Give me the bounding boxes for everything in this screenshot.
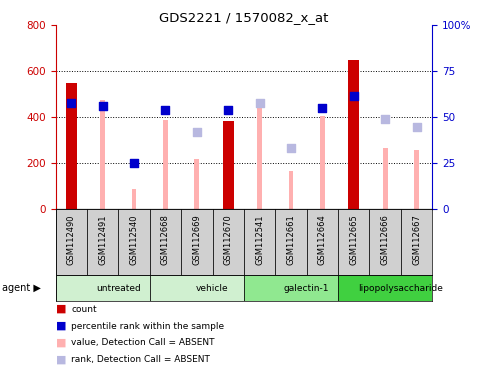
- Text: percentile rank within the sample: percentile rank within the sample: [71, 321, 225, 331]
- Point: [319, 105, 327, 111]
- Text: vehicle: vehicle: [196, 284, 229, 293]
- Point: [287, 144, 295, 151]
- Text: GSM112664: GSM112664: [318, 215, 327, 265]
- Text: count: count: [71, 305, 97, 314]
- Bar: [348, 60, 359, 209]
- Point: [350, 93, 357, 99]
- Bar: [100, 100, 105, 209]
- Point: [161, 107, 170, 113]
- Text: ■: ■: [56, 338, 66, 348]
- Text: GSM112490: GSM112490: [67, 215, 76, 265]
- Text: lipopolysaccharide: lipopolysaccharide: [358, 284, 443, 293]
- Text: GSM112665: GSM112665: [349, 215, 358, 265]
- Text: GSM112669: GSM112669: [192, 215, 201, 265]
- Text: ■: ■: [56, 304, 66, 314]
- Text: rank, Detection Call = ABSENT: rank, Detection Call = ABSENT: [71, 355, 211, 364]
- Text: GSM112541: GSM112541: [255, 215, 264, 265]
- Text: GSM112670: GSM112670: [224, 215, 233, 265]
- Bar: [244, 275, 338, 301]
- Text: GSM112667: GSM112667: [412, 215, 421, 265]
- Bar: [87, 209, 118, 275]
- Point: [193, 129, 201, 135]
- Text: GSM112666: GSM112666: [381, 215, 390, 265]
- Bar: [320, 116, 325, 209]
- Text: agent ▶: agent ▶: [2, 283, 41, 293]
- Point: [130, 160, 138, 166]
- Bar: [56, 275, 150, 301]
- Point: [68, 100, 75, 106]
- Text: GSM112668: GSM112668: [161, 215, 170, 265]
- Point: [412, 124, 420, 131]
- Point: [256, 100, 264, 106]
- Text: ■: ■: [56, 355, 66, 365]
- Bar: [383, 147, 387, 209]
- Bar: [244, 209, 275, 275]
- Bar: [223, 121, 234, 209]
- Bar: [66, 83, 77, 209]
- Bar: [195, 159, 199, 209]
- Title: GDS2221 / 1570082_x_at: GDS2221 / 1570082_x_at: [159, 11, 328, 24]
- Bar: [163, 120, 168, 209]
- Bar: [132, 189, 136, 209]
- Point: [382, 116, 389, 122]
- Bar: [150, 275, 244, 301]
- Bar: [213, 209, 244, 275]
- Bar: [289, 170, 293, 209]
- Text: GSM112491: GSM112491: [98, 215, 107, 265]
- Bar: [118, 209, 150, 275]
- Bar: [275, 209, 307, 275]
- Point: [224, 107, 232, 113]
- Bar: [338, 209, 369, 275]
- Text: GSM112661: GSM112661: [286, 215, 296, 265]
- Bar: [56, 209, 87, 275]
- Bar: [307, 209, 338, 275]
- Text: ■: ■: [56, 321, 66, 331]
- Point: [99, 103, 107, 109]
- Text: GSM112540: GSM112540: [129, 215, 139, 265]
- Bar: [401, 209, 432, 275]
- Text: galectin-1: galectin-1: [284, 284, 329, 293]
- Bar: [257, 103, 262, 209]
- Text: untreated: untreated: [96, 284, 141, 293]
- Bar: [338, 275, 432, 301]
- Bar: [181, 209, 213, 275]
- Bar: [369, 209, 401, 275]
- Text: value, Detection Call = ABSENT: value, Detection Call = ABSENT: [71, 338, 215, 348]
- Bar: [414, 150, 419, 209]
- Bar: [150, 209, 181, 275]
